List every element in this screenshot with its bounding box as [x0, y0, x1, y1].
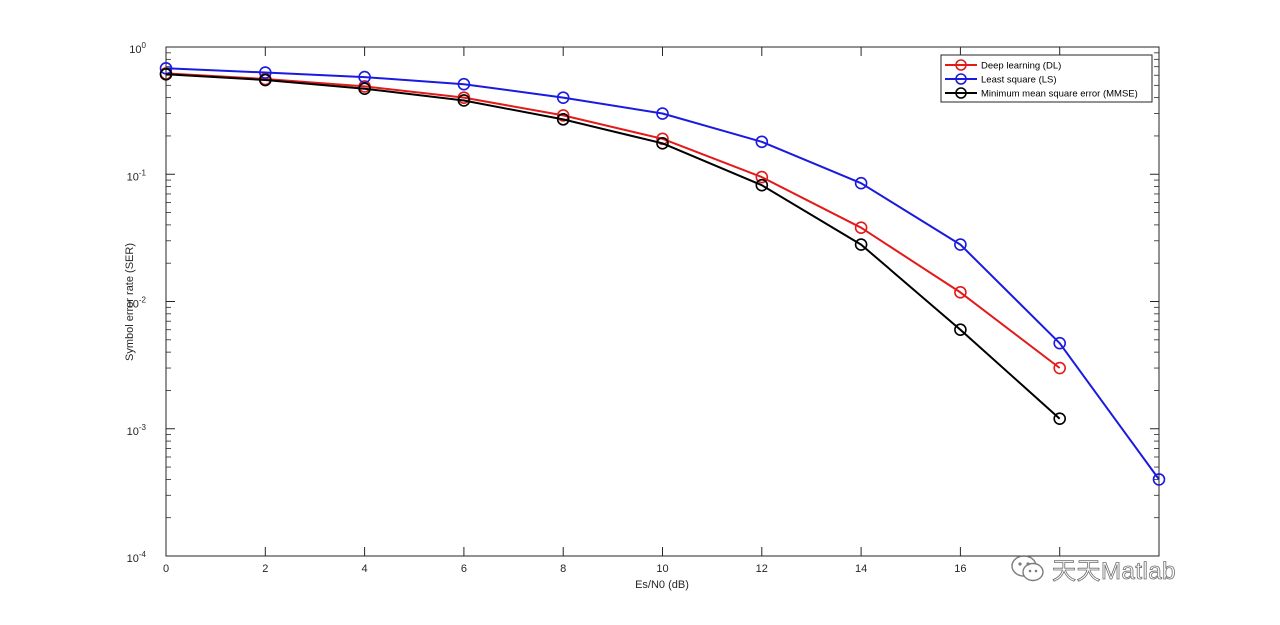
- data-point: [1152, 473, 1166, 486]
- axes: 0 2 4 6 8 10 12 14 16 10-4 10-3 10-2 10-1 100: [127, 41, 1160, 575]
- data-point: [159, 62, 173, 75]
- data-point: [755, 135, 769, 149]
- series-line: [165, 73, 1061, 420]
- x-tick-label: 8: [560, 563, 566, 575]
- x-tick-label: 2: [262, 563, 268, 575]
- legend-label: Minimum mean square error (MMSE): [981, 89, 1138, 100]
- data-point: [556, 109, 570, 122]
- data-point: [457, 94, 471, 107]
- y-tick-label: 10-3: [127, 423, 147, 438]
- data-point: [159, 68, 173, 81]
- series-line: [165, 72, 1061, 369]
- data-point: [457, 77, 471, 91]
- watermark-text: 天天Matlab: [1052, 558, 1177, 586]
- y-tick-label: 10-4: [127, 550, 147, 565]
- y-tick-label: 100: [129, 41, 146, 56]
- x-tick-label: 12: [756, 563, 768, 575]
- data-point: [656, 107, 669, 120]
- series-2: [159, 68, 1066, 425]
- x-tick-label: 14: [855, 563, 867, 575]
- legend-label: Least square (LS): [981, 75, 1057, 86]
- x-tick-label: 4: [362, 563, 368, 575]
- data-point: [854, 238, 868, 251]
- data-point: [656, 137, 669, 150]
- legend-marker: [955, 87, 967, 99]
- y-tick-label: 10-1: [127, 168, 147, 183]
- data-point: [755, 170, 769, 184]
- data-point: [556, 113, 570, 126]
- data-point: [1053, 361, 1066, 375]
- data-point: [1053, 412, 1066, 425]
- data-point: [755, 178, 769, 192]
- legend-label: Deep learning (DL): [981, 61, 1061, 72]
- data-point: [954, 238, 967, 251]
- series-layer: [159, 62, 1166, 486]
- data-point: [854, 221, 868, 235]
- wechat-icon: [1011, 554, 1044, 581]
- data-point: [258, 73, 272, 87]
- y-axis-label: Symbol error rate (SER): [124, 243, 136, 361]
- x-tick-label: 10: [656, 563, 668, 575]
- data-point: [1053, 336, 1066, 350]
- x-tick-label: 6: [461, 563, 467, 575]
- series-line: [165, 67, 1160, 480]
- data-point: [258, 66, 272, 79]
- watermark: 天天Matlab: [1010, 551, 1176, 586]
- data-point: [854, 176, 868, 190]
- y-tick-label: 10-2: [127, 296, 147, 311]
- series-1: [159, 62, 1166, 486]
- data-point: [358, 82, 371, 96]
- data-point: [556, 91, 570, 104]
- data-point: [954, 323, 967, 337]
- legend-marker: [955, 59, 967, 71]
- legend: Deep learning (DL) Least square (LS) Minim…: [940, 54, 1153, 103]
- legend-marker: [955, 73, 967, 85]
- plot-box: [165, 46, 1160, 557]
- x-tick-label: 0: [163, 563, 169, 575]
- data-point: [954, 286, 967, 299]
- x-tick-label: 16: [954, 563, 966, 575]
- x-axis-label: Es/N0 (dB): [635, 579, 689, 591]
- legend-box: [940, 54, 1153, 103]
